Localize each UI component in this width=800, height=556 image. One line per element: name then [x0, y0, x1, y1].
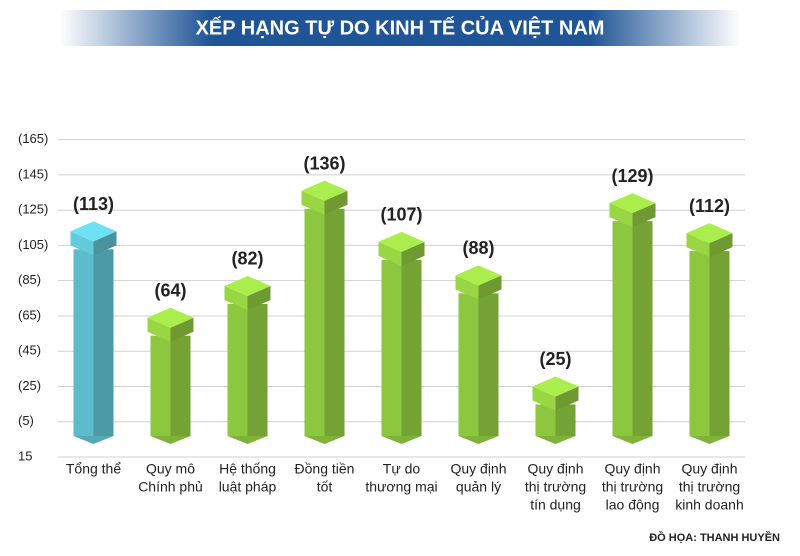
x-tick-label: Tổng thể: [66, 461, 121, 477]
y-tick-label: (65): [18, 307, 41, 322]
x-tick-label: kinh doanh: [675, 497, 744, 513]
bar: [458, 293, 479, 436]
bar-cap-right: [247, 285, 271, 310]
bar-cap-left: [147, 317, 171, 342]
bar-cap: [378, 231, 425, 252]
x-tick-label: Tự do: [383, 461, 421, 477]
bar-cap-right: [324, 190, 348, 215]
y-tick-label: (45): [18, 343, 41, 358]
y-tick-label: (105): [18, 237, 48, 252]
x-tick-label: quản lý: [456, 479, 501, 495]
bar-cap-left: [70, 231, 94, 256]
bar: [304, 208, 325, 436]
bar-cap-left: [686, 233, 710, 258]
x-tick-label: Quy mô: [146, 461, 195, 477]
bar-cap-left: [455, 275, 479, 300]
x-tick-label: thương mại: [365, 479, 437, 495]
bar: [150, 335, 171, 436]
x-tick-label: Quy định: [681, 461, 737, 477]
bar-cap-right: [478, 275, 502, 300]
y-tick-label: (165): [18, 131, 48, 146]
y-tick-label: (25): [18, 378, 41, 393]
credit: ĐỒ HỌA: THANH HUYỀN: [649, 531, 780, 544]
y-tick-label: (145): [18, 166, 48, 181]
x-tick-label: luật pháp: [219, 479, 277, 495]
bar-cap: [224, 275, 271, 296]
bar-side: [478, 293, 499, 436]
x-tick-label: lao động: [606, 497, 660, 513]
bar-cap: [147, 307, 194, 328]
y-tick-label: (85): [18, 272, 41, 287]
bar-cap-right: [632, 203, 656, 228]
bar-side: [709, 251, 730, 436]
bar-base: [150, 436, 191, 444]
bar-base: [73, 436, 114, 444]
x-tick-label: thị trường: [602, 479, 663, 495]
bar-side: [401, 259, 422, 436]
bar-cap-left: [609, 203, 633, 228]
bar-base: [535, 436, 576, 444]
bar-cap-right: [170, 317, 194, 342]
value-label: (25): [539, 349, 571, 369]
bar-side: [170, 335, 191, 436]
bar-cap: [609, 193, 656, 214]
bar-side: [632, 221, 653, 436]
y-tick-label: (125): [18, 202, 48, 217]
bar-cap-right: [93, 231, 117, 256]
x-tick-label: Hệ thống: [219, 461, 276, 477]
bar-cap-right: [709, 233, 733, 258]
bar-base: [612, 436, 653, 444]
bar-cap: [455, 265, 502, 286]
y-tick-label: 15: [18, 448, 32, 463]
value-label: (129): [611, 166, 653, 186]
x-tick-label: tín dụng: [530, 497, 581, 513]
bar-base: [381, 436, 422, 444]
bar-side: [247, 303, 268, 436]
bar-cap-left: [378, 241, 402, 266]
bar-cap: [686, 223, 733, 244]
value-label: (112): [689, 196, 730, 216]
bar: [535, 404, 556, 436]
bar-side: [555, 404, 576, 436]
x-tick-label: Chính phủ: [138, 479, 203, 495]
bar-cap: [70, 221, 117, 242]
bar-base: [304, 436, 345, 444]
bar: [73, 249, 94, 436]
bar: [227, 303, 248, 436]
value-label: (136): [303, 154, 345, 174]
bar: [689, 251, 710, 436]
x-tick-label: tốt: [317, 479, 333, 495]
bar: [381, 259, 402, 436]
bar: [612, 221, 633, 436]
bar-base: [458, 436, 499, 444]
bar-cap-left: [301, 190, 325, 215]
value-label: (107): [380, 205, 422, 225]
chart-title: XẾP HẠNG TỰ DO KINH TẾ CỦA VIỆT NAM: [196, 15, 605, 39]
bar-cap-right: [555, 386, 579, 411]
bar-cap-right: [401, 241, 425, 266]
x-tick-label: thị trường: [679, 479, 740, 495]
x-tick-label: Đồng tiền: [295, 461, 355, 477]
bar-cap-left: [532, 386, 556, 411]
x-tick-label: Quy định: [450, 461, 506, 477]
value-label: (113): [73, 194, 114, 214]
bar-cap-left: [224, 285, 248, 310]
x-tick-label: thị trường: [525, 479, 586, 495]
bar-base: [689, 436, 730, 444]
value-label: (82): [231, 249, 263, 269]
y-tick-label: (5): [18, 413, 34, 428]
bar-cap: [532, 376, 579, 397]
bar-base: [227, 436, 268, 444]
bar-cap: [301, 180, 348, 201]
value-label: (64): [154, 280, 186, 300]
x-tick-label: Quy định: [527, 461, 583, 477]
bar-side: [93, 249, 114, 436]
value-label: (88): [462, 238, 494, 258]
x-tick-label: Quy định: [604, 461, 660, 477]
bar-side: [324, 208, 345, 436]
title-banner: [60, 10, 740, 46]
